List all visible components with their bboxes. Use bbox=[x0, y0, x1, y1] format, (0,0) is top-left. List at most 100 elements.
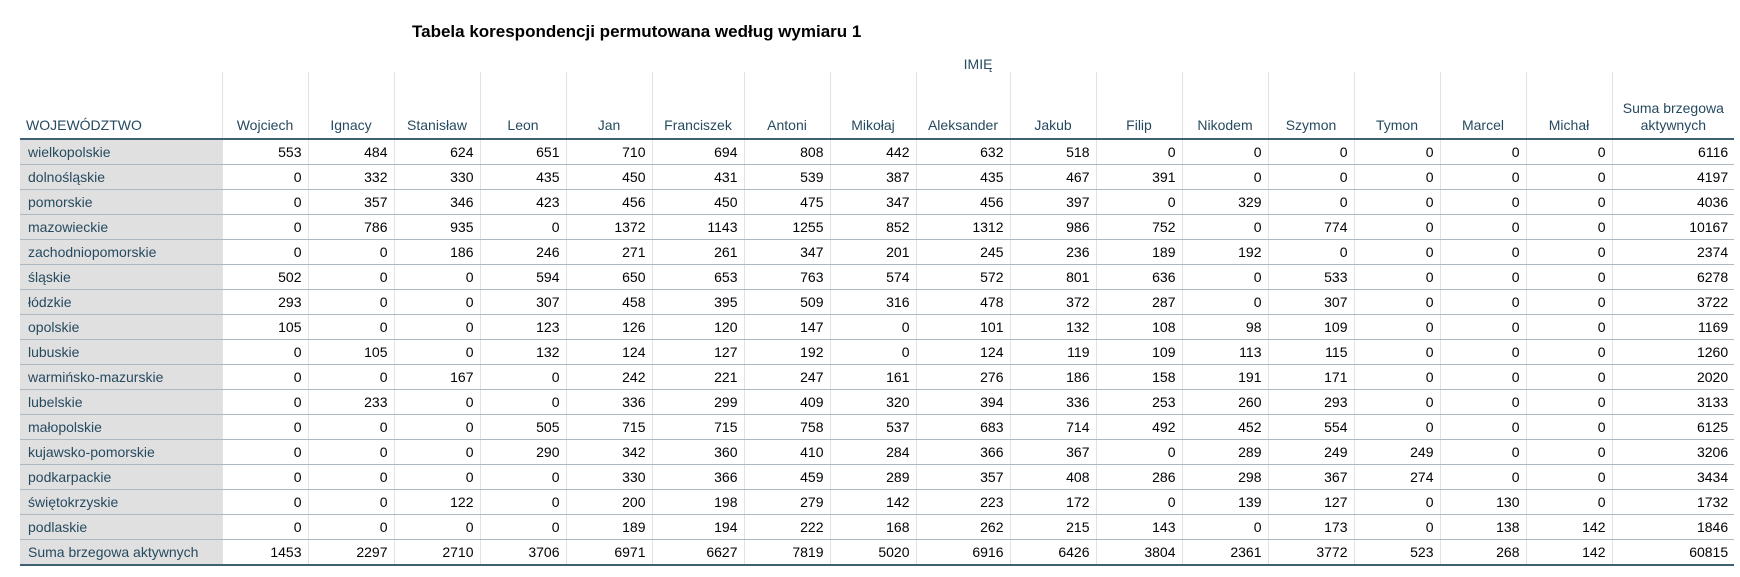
table-cell: 367 bbox=[1009, 439, 1096, 465]
table-cell: 505 bbox=[479, 414, 566, 440]
row-label: wielkopolskie bbox=[20, 139, 222, 165]
table-cell: 261 bbox=[651, 239, 744, 265]
table-cell: 2710 bbox=[393, 539, 480, 566]
table-cell: 132 bbox=[1009, 314, 1096, 340]
table-cell: 366 bbox=[651, 464, 744, 490]
table-cell: 0 bbox=[1525, 289, 1612, 315]
table-cell: 1453 bbox=[221, 539, 308, 566]
table-cell: 714 bbox=[1009, 414, 1096, 440]
row-label: śląskie bbox=[20, 264, 222, 290]
table-cell: 316 bbox=[829, 289, 916, 315]
table-cell: 0 bbox=[307, 414, 394, 440]
table-cell: 0 bbox=[1525, 164, 1612, 190]
table-cell: 0 bbox=[221, 339, 308, 365]
table-cell: 0 bbox=[1439, 439, 1526, 465]
table-cell: 233 bbox=[307, 389, 394, 415]
table-cell: 0 bbox=[1353, 414, 1440, 440]
table-cell: 139 bbox=[1181, 489, 1268, 515]
table-cell: 0 bbox=[1525, 264, 1612, 290]
table-cell: 0 bbox=[1181, 164, 1268, 190]
table-cell: 694 bbox=[651, 139, 744, 165]
table-cell: 6971 bbox=[565, 539, 652, 566]
table-cell: 127 bbox=[1267, 489, 1354, 515]
table-cell: 189 bbox=[565, 514, 652, 540]
table-cell: 276 bbox=[915, 364, 1010, 390]
table-cell: 0 bbox=[1181, 264, 1268, 290]
table-cell: 143 bbox=[1095, 514, 1182, 540]
table-cell: 6278 bbox=[1611, 264, 1735, 290]
table-cell: 0 bbox=[1267, 164, 1354, 190]
row-label: kujawsko-pomorskie bbox=[20, 439, 222, 465]
table-cell: 0 bbox=[393, 289, 480, 315]
table-cell: 120 bbox=[651, 314, 744, 340]
table-cell: 636 bbox=[1095, 264, 1182, 290]
table-cell: 6116 bbox=[1611, 139, 1735, 165]
table-cell: 0 bbox=[307, 289, 394, 315]
table-cell: 0 bbox=[1525, 389, 1612, 415]
table-cell: 539 bbox=[743, 164, 830, 190]
table-cell: 435 bbox=[479, 164, 566, 190]
table-cell: 653 bbox=[651, 264, 744, 290]
table-cell: 0 bbox=[307, 489, 394, 515]
table-cell: 186 bbox=[1009, 364, 1096, 390]
table-cell: 533 bbox=[1267, 264, 1354, 290]
table-cell: 456 bbox=[565, 189, 652, 215]
table-cell: 330 bbox=[393, 164, 480, 190]
table-cell: 475 bbox=[743, 189, 830, 215]
column-header: Jakub bbox=[1009, 72, 1096, 140]
table-cell: 142 bbox=[829, 489, 916, 515]
table-cell: 236 bbox=[1009, 239, 1096, 265]
table-cell: 336 bbox=[565, 389, 652, 415]
table-cell: 0 bbox=[1095, 439, 1182, 465]
table-cell: 632 bbox=[915, 139, 1010, 165]
table-cell: 0 bbox=[393, 389, 480, 415]
table-cell: 0 bbox=[1267, 189, 1354, 215]
row-label: Suma brzegowa aktywnych bbox=[20, 539, 222, 566]
table-cell: 0 bbox=[1439, 214, 1526, 240]
table-cell: 0 bbox=[221, 439, 308, 465]
table-cell: 0 bbox=[307, 364, 394, 390]
table-cell: 0 bbox=[393, 514, 480, 540]
table-cell: 0 bbox=[1267, 239, 1354, 265]
table-cell: 3804 bbox=[1095, 539, 1182, 566]
table-cell: 200 bbox=[565, 489, 652, 515]
table-row: warmińsko-mazurskie 0 0 167 0 242 221 247 161 276… bbox=[20, 364, 1735, 390]
table-row: dolnośląskie 0 332 330 435 450 431 539 387 435 467… bbox=[20, 164, 1735, 190]
table-cell: 115 bbox=[1267, 339, 1354, 365]
column-header: Stanisław bbox=[393, 72, 480, 140]
table-row: pomorskie 0 357 346 423 456 450 475 347 456 397 0 32… bbox=[20, 189, 1735, 215]
table-row: lubelskie 0 233 0 0 336 299 409 320 394 336 253 260 2… bbox=[20, 389, 1735, 415]
table-cell: 124 bbox=[915, 339, 1010, 365]
table-cell: 124 bbox=[565, 339, 652, 365]
table-cell: 0 bbox=[221, 364, 308, 390]
table-cell: 158 bbox=[1095, 364, 1182, 390]
table-cell: 105 bbox=[221, 314, 308, 340]
table-cell: 336 bbox=[1009, 389, 1096, 415]
table-cell: 0 bbox=[307, 464, 394, 490]
table-cell: 101 bbox=[915, 314, 1010, 340]
table-cell: 467 bbox=[1009, 164, 1096, 190]
table-cell: 0 bbox=[393, 264, 480, 290]
table-cell: 289 bbox=[1181, 439, 1268, 465]
table-cell: 0 bbox=[479, 489, 566, 515]
table-cell: 408 bbox=[1009, 464, 1096, 490]
table-cell: 189 bbox=[1095, 239, 1182, 265]
table-cell: 0 bbox=[1353, 289, 1440, 315]
table-cell: 1312 bbox=[915, 214, 1010, 240]
row-label: świętokrzyskie bbox=[20, 489, 222, 515]
table-cell: 113 bbox=[1181, 339, 1268, 365]
table-cell: 0 bbox=[479, 514, 566, 540]
table-cell: 274 bbox=[1353, 464, 1440, 490]
table-cell: 450 bbox=[565, 164, 652, 190]
table-cell: 3206 bbox=[1611, 439, 1735, 465]
table-cell: 60815 bbox=[1611, 539, 1735, 566]
column-group-header: IMIĘ bbox=[963, 56, 993, 72]
table-cell: 307 bbox=[1267, 289, 1354, 315]
table-cell: 6627 bbox=[651, 539, 744, 566]
column-header: Marcel bbox=[1439, 72, 1526, 140]
column-header-total: Suma brzegowa aktywnych bbox=[1611, 72, 1735, 140]
table-cell: 651 bbox=[479, 139, 566, 165]
table-cell: 0 bbox=[393, 314, 480, 340]
table-cell: 271 bbox=[565, 239, 652, 265]
table-cell: 167 bbox=[393, 364, 480, 390]
